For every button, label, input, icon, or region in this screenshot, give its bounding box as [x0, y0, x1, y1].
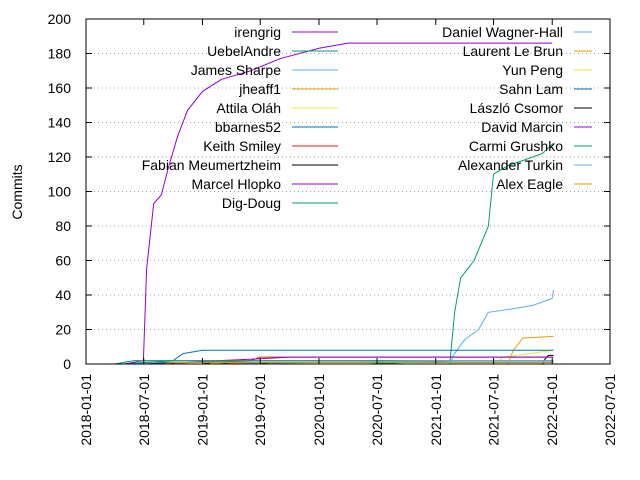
series-line-0: [124, 42, 553, 365]
legend-label: Keith Smiley: [203, 138, 281, 154]
legend-label: Carmi Grushko: [469, 138, 563, 154]
y-axis-label: Commits: [9, 164, 25, 219]
legend-label: David Marcin: [481, 119, 563, 135]
legend-label: László Csomor: [470, 100, 564, 116]
x-axis-ticks: 2018-01-01 2018-07-01 2019-01-01 2019-07-01…: [78, 19, 618, 446]
legend-label: Marcel Hlopko: [192, 176, 282, 192]
series-line-10: [212, 360, 554, 365]
x-tick-label: 2019-01-01: [194, 374, 210, 446]
legend-label: Alexander Turkin: [458, 157, 563, 173]
x-tick-label: 2018-07-01: [136, 374, 152, 446]
legend-label: Sahn Lam: [499, 81, 563, 97]
y-tick-label: 80: [55, 218, 71, 234]
legend-label: UebelAndre: [207, 43, 281, 59]
y-tick-label: 160: [48, 80, 72, 96]
y-tick-label: 180: [48, 46, 72, 62]
y-axis-ticks: 0 20 40 60 80 100 120 140 160 180 200: [48, 11, 610, 372]
legend-label: bbarnes52: [215, 119, 281, 135]
y-tick-label: 20: [55, 322, 71, 338]
legend-label: Daniel Wagner-Hall: [442, 24, 563, 40]
legend-label: Yun Peng: [502, 62, 563, 78]
y-tick-label: 140: [48, 115, 72, 131]
y-tick-label: 60: [55, 253, 71, 269]
legend: irengrig UebelAndre James Sharpe jheaff1 Att…: [142, 24, 592, 211]
legend-label: Dig-Doug: [222, 195, 281, 211]
x-tick-label: 2022-01-01: [544, 374, 560, 446]
series-line-18: [163, 361, 554, 365]
legend-label: Fabian Meumertzheim: [142, 157, 281, 173]
legend-label: jheaff1: [238, 81, 281, 97]
x-tick-label: 2022-07-01: [602, 374, 618, 446]
legend-label: Attila Oláh: [216, 100, 281, 116]
series-lines: [86, 42, 554, 365]
y-tick-label: 200: [48, 11, 72, 27]
legend-label: James Sharpe: [191, 62, 281, 78]
legend-label: Alex Eagle: [496, 176, 563, 192]
legend-label: Laurent Le Brun: [463, 43, 563, 59]
x-tick-label: 2021-07-01: [486, 374, 502, 446]
y-tick-label: 120: [48, 149, 72, 165]
x-tick-label: 2019-07-01: [252, 374, 268, 446]
grid-lines: [86, 53, 610, 330]
x-tick-label: 2021-01-01: [428, 374, 444, 446]
x-tick-label: 2020-01-01: [311, 374, 327, 446]
series-line-5: [124, 349, 554, 365]
x-tick-label: 2018-01-01: [78, 374, 94, 446]
legend-label: irengrig: [234, 24, 281, 40]
y-tick-label: 100: [48, 184, 72, 200]
y-tick-label: 40: [55, 287, 71, 303]
x-tick-label: 2020-07-01: [369, 374, 385, 446]
y-tick-label: 0: [63, 356, 71, 372]
series-line-2: [449, 289, 554, 365]
